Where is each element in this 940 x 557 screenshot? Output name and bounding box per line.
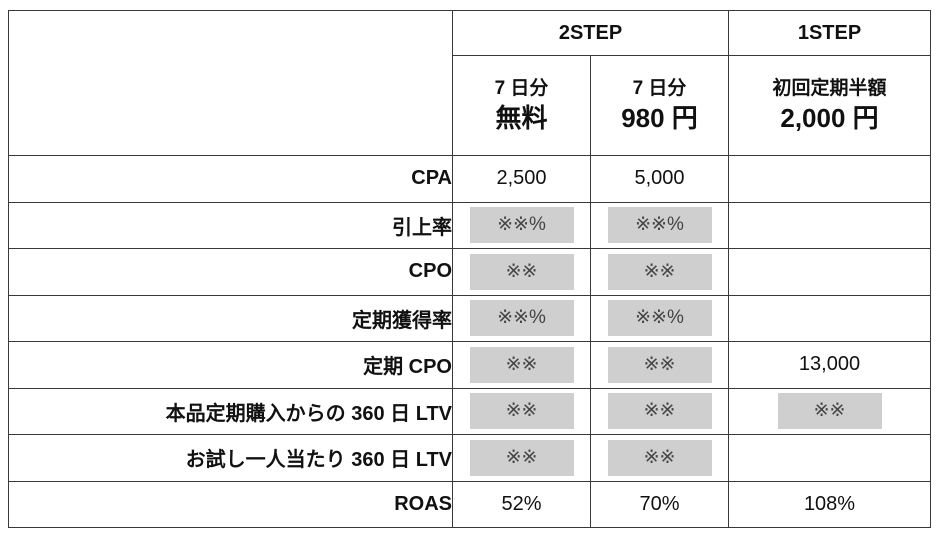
table-row: 本品定期購入からの 360 日 LTV ※※ ※※ ※※	[8, 387, 932, 435]
value-cell: ※※%	[589, 201, 730, 249]
masked-value: ※※	[607, 346, 712, 383]
header-sub-line2: 無料	[495, 102, 548, 133]
value-cell: ※※	[589, 248, 730, 296]
row-label: CPA	[8, 155, 453, 203]
header-sub-line1: 7 日分	[494, 77, 549, 99]
table-row: 定期獲得率 ※※% ※※%	[8, 294, 932, 342]
comparison-table: 2STEP 1STEP 7 日分 無料 7 日分 980 円 初回定期半額 2,…	[8, 10, 932, 528]
value-cell	[728, 201, 932, 249]
value-cell: ※※	[589, 434, 730, 482]
row-label: 定期獲得率	[8, 294, 453, 342]
value-cell: ※※	[452, 248, 591, 296]
row-label: 定期 CPO	[8, 341, 453, 389]
header-corner-cell	[8, 10, 453, 156]
value-cell: 2,500	[452, 155, 591, 203]
value-cell: 13,000	[728, 341, 932, 389]
masked-value: ※※	[469, 439, 574, 476]
value-cell: ※※	[452, 387, 591, 435]
row-label: 本品定期購入からの 360 日 LTV	[8, 387, 453, 435]
row-label: お試し一人当たり 360 日 LTV	[8, 434, 453, 482]
header-sub-line1: 7 日分	[632, 77, 687, 99]
header-sub-row: 7 日分 無料 7 日分 980 円 初回定期半額 2,000 円	[9, 55, 932, 156]
value-cell: ※※%	[452, 294, 591, 342]
table-row: CPO ※※ ※※	[8, 248, 932, 296]
table-row: ROAS 52% 70% 108%	[8, 480, 932, 528]
table-body: CPA 2,500 5,000 引上率 ※※% ※※% CPO ※※ ※※ 定期獲得率 ※※% ※※%…	[8, 155, 932, 528]
header-2step: 2STEP	[451, 10, 730, 56]
masked-value: ※※	[607, 253, 712, 290]
value-cell: ※※	[452, 341, 591, 389]
value-cell: ※※	[452, 434, 591, 482]
header-group-row: 2STEP 1STEP	[8, 10, 932, 156]
value-cell	[728, 248, 932, 296]
row-label: CPO	[8, 248, 453, 296]
masked-value: ※※	[469, 346, 574, 383]
header-sub-line2: 980 円	[621, 102, 698, 133]
cell-value: 2,500	[496, 167, 547, 190]
value-cell	[728, 155, 932, 203]
value-cell	[728, 434, 932, 482]
table-row: 定期 CPO ※※ ※※ 13,000	[8, 341, 932, 389]
masked-value: ※※	[607, 439, 712, 476]
masked-value: ※※%	[607, 300, 712, 337]
masked-value: ※※	[469, 393, 574, 430]
masked-value: ※※%	[607, 207, 712, 244]
cell-value: 13,000	[798, 353, 861, 376]
header-sub-line1: 初回定期半額	[772, 77, 887, 99]
header-sub-cell: 初回定期半額 2,000 円	[728, 55, 932, 156]
table-row: お試し一人当たり 360 日 LTV ※※ ※※	[8, 434, 932, 482]
value-cell: 5,000	[589, 155, 730, 203]
header-1step: 1STEP	[728, 10, 932, 56]
row-label: 引上率	[8, 201, 453, 249]
value-cell: 108%	[728, 480, 932, 528]
value-cell: ※※	[589, 387, 730, 435]
value-cell: ※※	[728, 387, 932, 435]
table-row: 引上率 ※※% ※※%	[8, 201, 932, 249]
cell-value: 52%	[501, 492, 542, 515]
value-cell: 52%	[452, 480, 591, 528]
header-sub-line2: 2,000 円	[780, 102, 879, 133]
header-sub-cell: 7 日分 980 円	[589, 55, 730, 156]
value-cell: 70%	[589, 480, 730, 528]
value-cell: ※※%	[452, 201, 591, 249]
header-sub-cell: 7 日分 無料	[452, 55, 591, 156]
masked-value: ※※	[469, 253, 574, 290]
cell-value: 108%	[803, 492, 856, 515]
value-cell: ※※%	[589, 294, 730, 342]
value-cell	[728, 294, 932, 342]
masked-value: ※※	[607, 393, 712, 430]
table-row: CPA 2,500 5,000	[8, 155, 932, 203]
cell-value: 5,000	[634, 167, 685, 190]
cell-value: 70%	[639, 492, 680, 515]
masked-value: ※※	[777, 393, 882, 430]
value-cell: ※※	[589, 341, 730, 389]
masked-value: ※※%	[469, 207, 574, 244]
masked-value: ※※%	[469, 300, 574, 337]
row-label: ROAS	[8, 480, 453, 528]
